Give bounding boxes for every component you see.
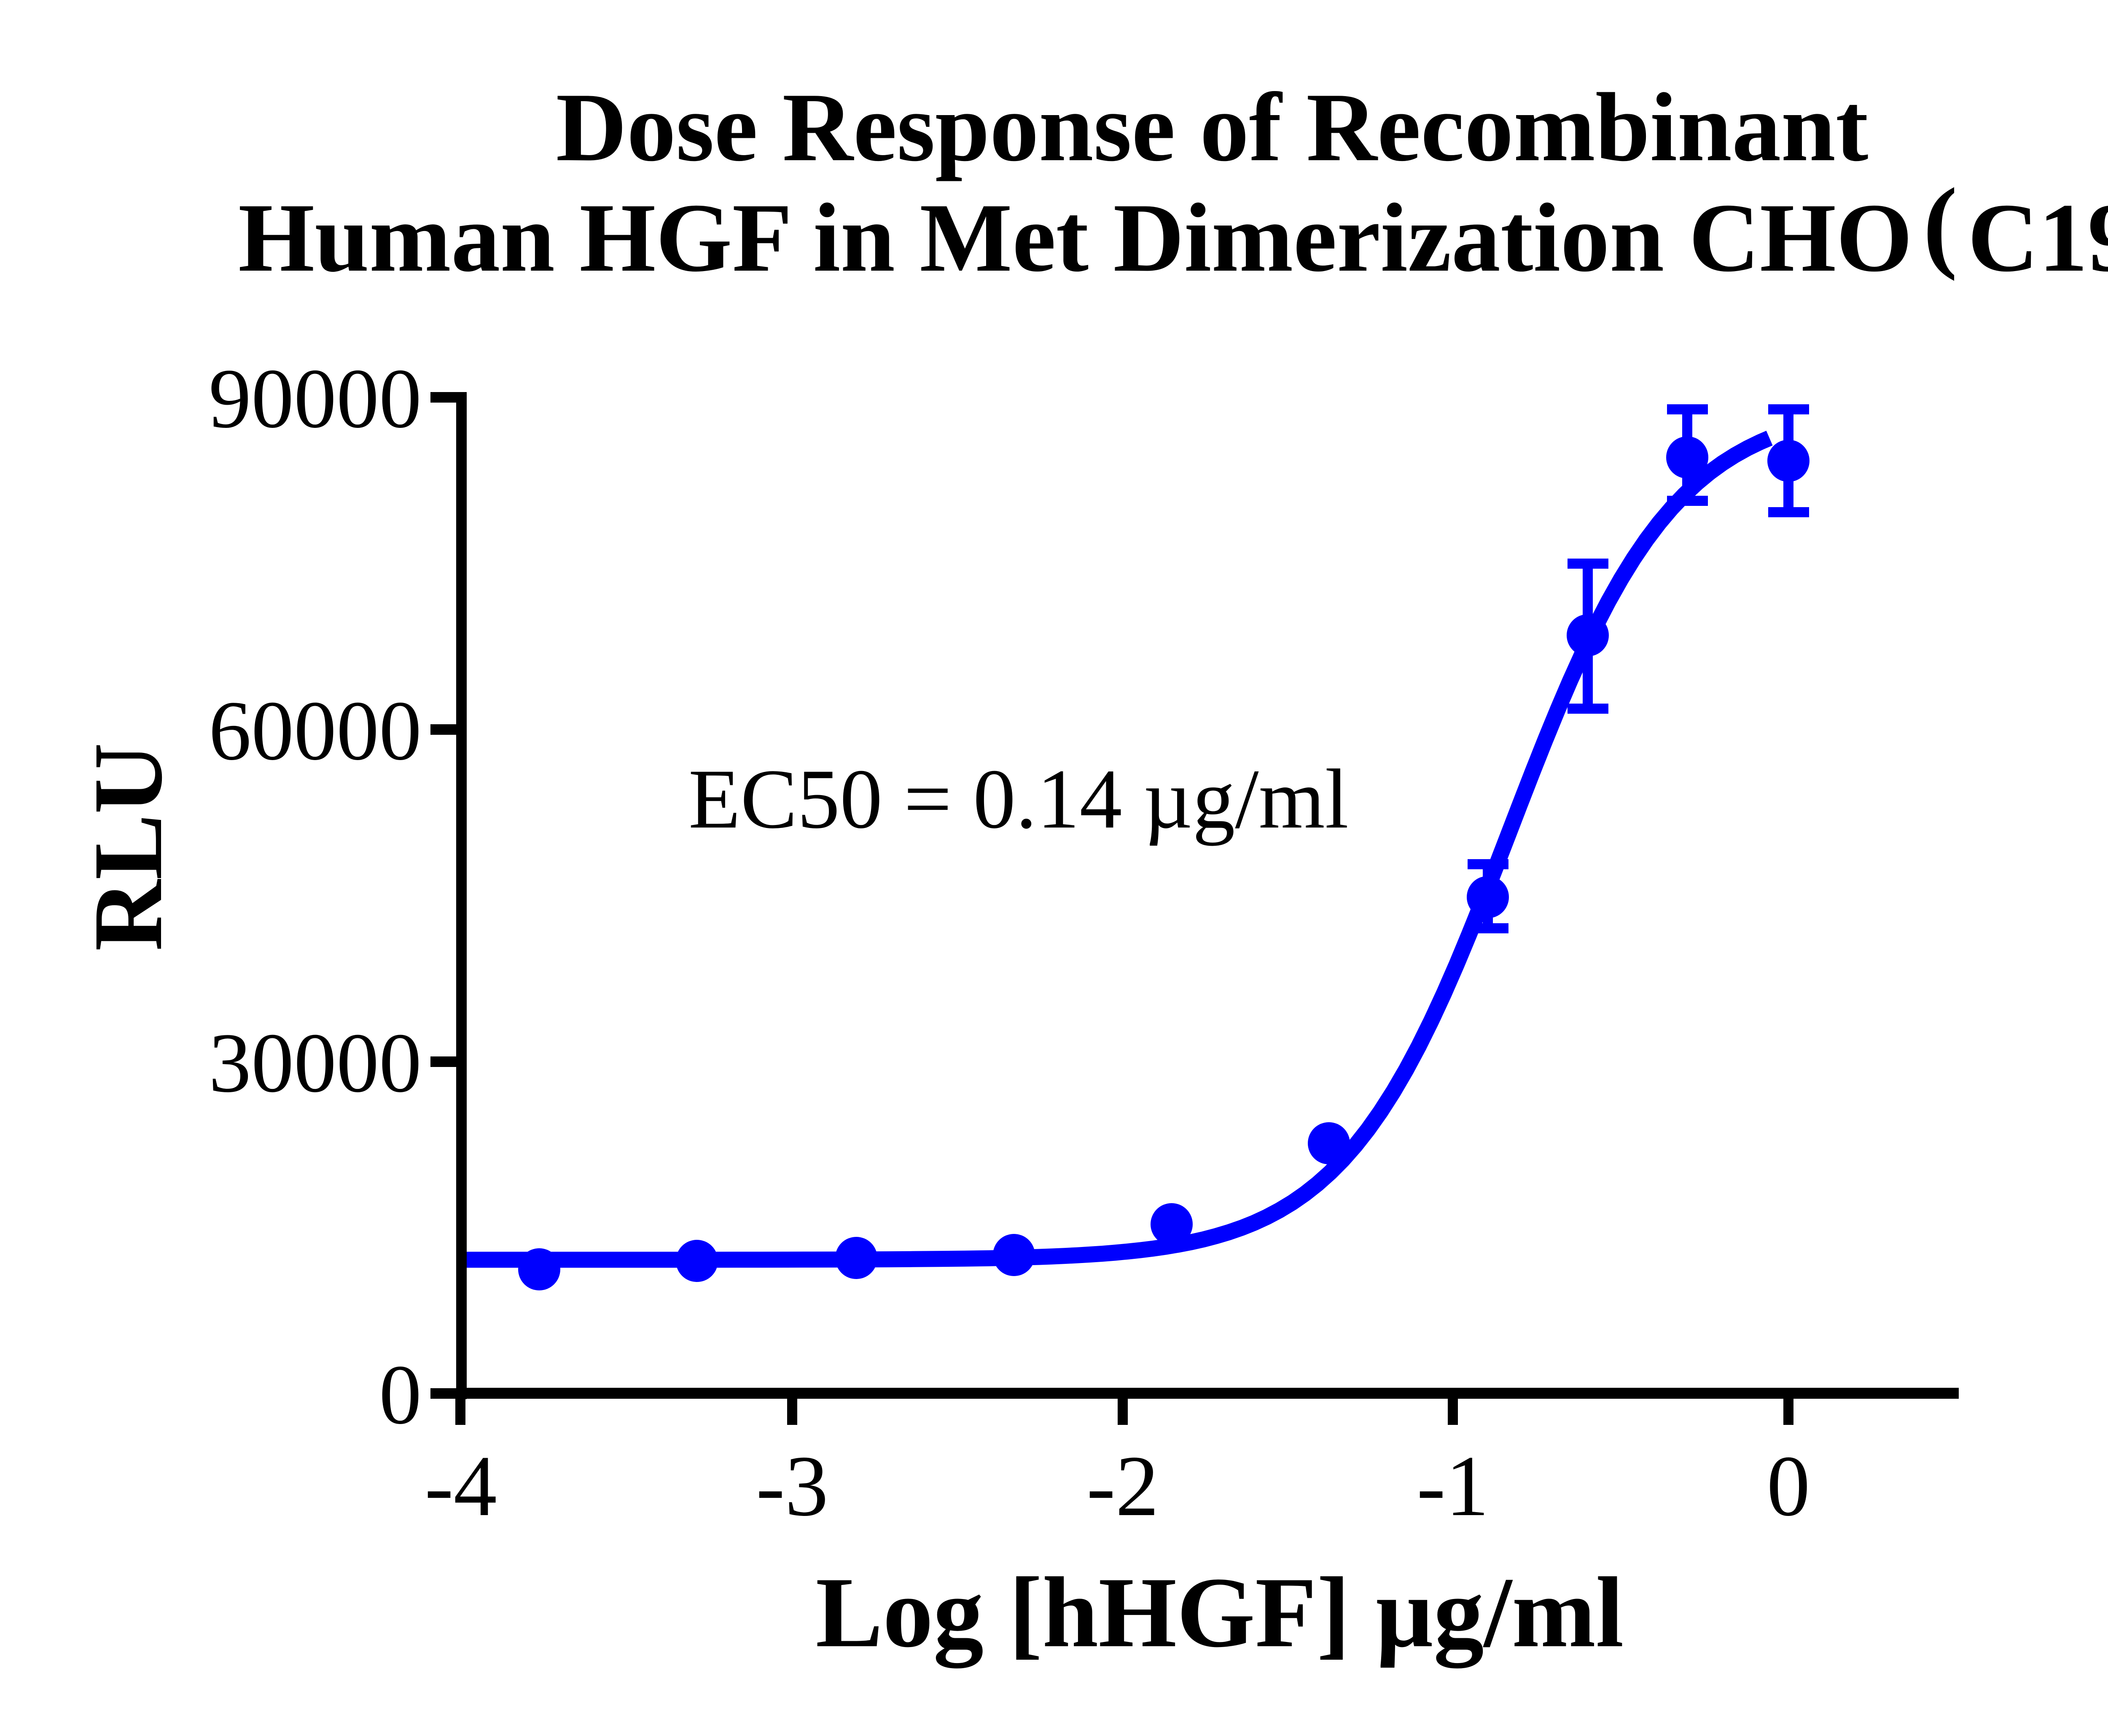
svg-text:-4: -4: [425, 1438, 497, 1534]
svg-text:Log [hHGF] µg/ml: Log [hHGF] µg/ml: [816, 1556, 1624, 1669]
svg-text:Human HGF in Met Dimerization: Human HGF in Met Dimerization CHO(C19): [238, 167, 2108, 292]
svg-text:Dose Response of Recombinant: Dose Response of Recombinant: [556, 73, 1868, 182]
svg-text:30000: 30000: [209, 1016, 422, 1110]
svg-text:-2: -2: [1086, 1438, 1159, 1534]
svg-text:0: 0: [379, 1347, 422, 1442]
svg-text:0: 0: [1767, 1438, 1810, 1534]
svg-text:-3: -3: [756, 1438, 828, 1534]
svg-text:-1: -1: [1417, 1438, 1489, 1534]
svg-text:EC50 = 0.14 µg/ml: EC50 = 0.14 µg/ml: [688, 752, 1349, 846]
svg-text:RLU: RLU: [73, 743, 183, 951]
svg-text:90000: 90000: [209, 351, 422, 446]
svg-text:60000: 60000: [209, 683, 422, 778]
